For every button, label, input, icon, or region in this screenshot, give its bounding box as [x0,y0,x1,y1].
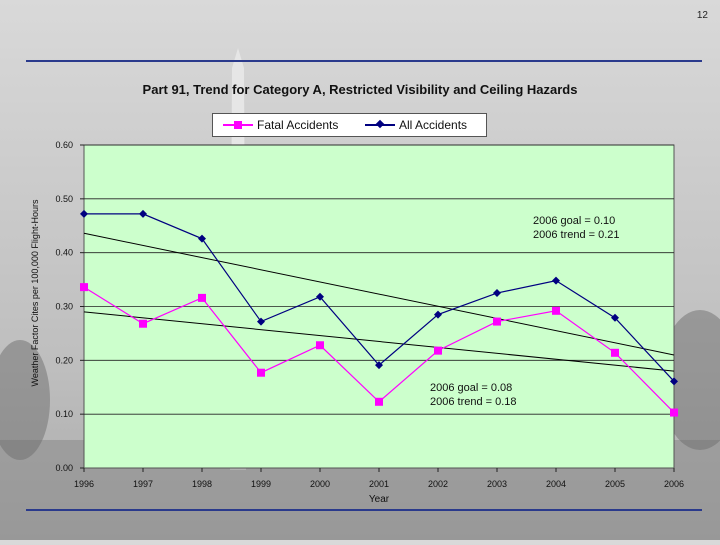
legend-item-fatal: Fatal Accidents [223,114,338,136]
y-tick-label: 0.10 [55,409,73,419]
x-tick-label: 2001 [369,479,389,489]
annotation-fatal-trend: 2006 trend = 0.18 [430,396,517,408]
annotation-fatal-accidents: 2006 goal = 0.08 2006 trend = 0.18 [430,381,517,409]
bottom-rule [26,509,702,511]
data-point-diamond [316,292,324,301]
x-tick-label: 1998 [192,479,212,489]
legend-swatch-fatal [223,119,253,131]
annotation-all-accidents: 2006 goal = 0.10 2006 trend = 0.21 [533,214,620,242]
legend-item-all: All Accidents [365,114,467,136]
data-point-square [434,346,442,355]
trendline [83,232,675,356]
data-point-square [611,348,619,357]
y-tick-label: 0.20 [55,355,73,365]
annotation-all-trend: 2006 trend = 0.21 [533,229,620,241]
data-point-square [257,368,265,377]
y-tick-label: 0.00 [55,463,73,473]
annotation-all-goal: 2006 goal = 0.10 [533,215,616,227]
data-point-square [198,293,206,302]
data-point-square [375,397,383,406]
top-rule [26,60,702,62]
x-tick-label: 2002 [428,479,448,489]
data-point-diamond [198,234,206,243]
y-tick-label: 0.40 [55,248,73,258]
x-tick-label: 1996 [74,479,94,489]
data-point-diamond [552,276,560,285]
data-point-diamond [611,313,619,322]
x-tick-label: 2000 [310,479,330,489]
data-point-square [139,319,147,328]
data-point-diamond [139,209,147,218]
data-point-diamond [80,209,88,218]
data-point-square [493,317,501,326]
x-tick-label: 1997 [133,479,153,489]
legend-label-fatal: Fatal Accidents [257,118,339,132]
legend-label-all: All Accidents [399,118,468,132]
data-point-diamond [375,361,383,370]
chart-title: Part 91, Trend for Category A, Restricte… [142,82,578,97]
annotation-fatal-goal: 2006 goal = 0.08 [430,382,513,394]
data-point-diamond [257,317,265,326]
x-axis-label: Year [368,494,390,505]
y-tick-label: 0.60 [55,140,73,150]
data-point-square [552,306,560,315]
x-tick-label: 2004 [546,479,566,489]
trendline [83,311,675,372]
data-point-square [670,408,678,417]
data-point-square [316,341,324,350]
page-number: 12 [696,10,708,21]
y-tick-label: 0.30 [55,302,73,312]
legend-swatch-all [365,119,395,131]
data-point-square [80,283,88,292]
x-tick-label: 2006 [664,479,684,489]
data-point-diamond [493,289,501,298]
x-tick-label: 2003 [487,479,507,489]
y-tick-label: 0.50 [55,194,73,204]
x-tick-label: 1999 [251,479,271,489]
chart-legend: Fatal Accidents All Accidents [212,113,487,137]
data-point-diamond [434,310,442,319]
data-point-diamond [670,377,678,386]
tree-left [0,340,50,460]
x-tick-label: 2005 [605,479,625,489]
